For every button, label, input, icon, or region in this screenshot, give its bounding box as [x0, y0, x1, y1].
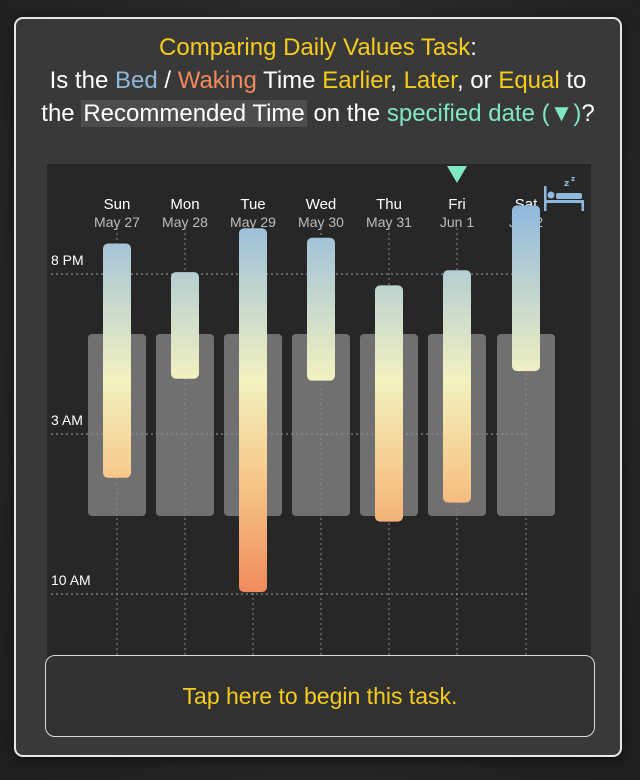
day-name-label: Mon	[170, 196, 199, 213]
q-later: Later	[403, 67, 457, 94]
day-date-label: May 28	[162, 214, 208, 230]
sleep-bar	[239, 228, 267, 593]
question-line-1: Is the Bed / Waking Time Earlier, Later,…	[16, 64, 620, 97]
sleep-bar	[375, 285, 403, 522]
sleep-z-icon: z	[564, 179, 569, 189]
day-name-label: Wed	[306, 196, 337, 213]
day-date-label: Jun 1	[440, 214, 474, 230]
sleep-bar	[103, 243, 131, 478]
sleep-bar	[171, 272, 199, 379]
q-the: the	[41, 100, 75, 127]
sleep-bar	[443, 270, 471, 503]
begin-task-button[interactable]: Tap here to begin this task.	[45, 655, 595, 737]
q-waking: Waking	[177, 67, 257, 94]
sleep-bar	[512, 205, 540, 372]
task-title: Comparing Daily Values Task	[159, 34, 471, 61]
sleep-chart: 8 PM 3 AM 10 AM Sun May 27 Mon May 28 Tue May 29…	[47, 164, 591, 659]
begin-task-label: Tap here to begin this task.	[182, 682, 458, 709]
day-name-label: Thu	[376, 196, 402, 213]
y-tick-label: 10 AM	[51, 572, 91, 588]
day-name-label: Tue	[240, 196, 265, 213]
q-recommended: Recommended Time	[81, 100, 307, 127]
recommended-time-box	[156, 334, 214, 516]
q-on-the: on the	[313, 100, 381, 127]
task-card: Comparing Daily Values Task: Is the Bed …	[14, 17, 622, 757]
day-date-label: May 27	[94, 214, 140, 230]
recommended-time-box	[497, 334, 555, 516]
q-specified-date: specified date (▼)	[386, 100, 582, 127]
day-date-label: May 31	[366, 214, 412, 230]
y-tick-label: 8 PM	[51, 252, 84, 268]
q-earlier: Earlier	[322, 67, 391, 94]
sleep-bar	[307, 237, 335, 381]
day-date-label: May 29	[230, 214, 276, 230]
q-bed: Bed	[114, 67, 158, 94]
task-header: Comparing Daily Values Task: Is the Bed …	[16, 31, 620, 130]
q-equal: Equal	[498, 67, 560, 94]
day-name-label: Fri	[448, 196, 466, 213]
y-tick-label: 3 AM	[51, 412, 83, 428]
q-to: to	[566, 67, 587, 94]
q-mark: ?	[581, 100, 595, 127]
task-title-line: Comparing Daily Values Task:	[16, 31, 620, 64]
q-time: Time	[263, 67, 316, 94]
specified-date-marker	[447, 166, 467, 183]
day-date-label: May 30	[298, 214, 344, 230]
q-or: , or	[456, 67, 492, 94]
q-is-the: Is the	[49, 67, 109, 94]
question-line-2: the Recommended Time on the specified da…	[16, 97, 620, 130]
day-name-label: Sun	[104, 196, 131, 213]
q-comma: ,	[390, 67, 397, 94]
title-colon: :	[470, 34, 477, 61]
sleep-z-icon: z	[571, 175, 575, 183]
q-slash: /	[164, 67, 172, 94]
recommended-time-box	[292, 334, 350, 516]
